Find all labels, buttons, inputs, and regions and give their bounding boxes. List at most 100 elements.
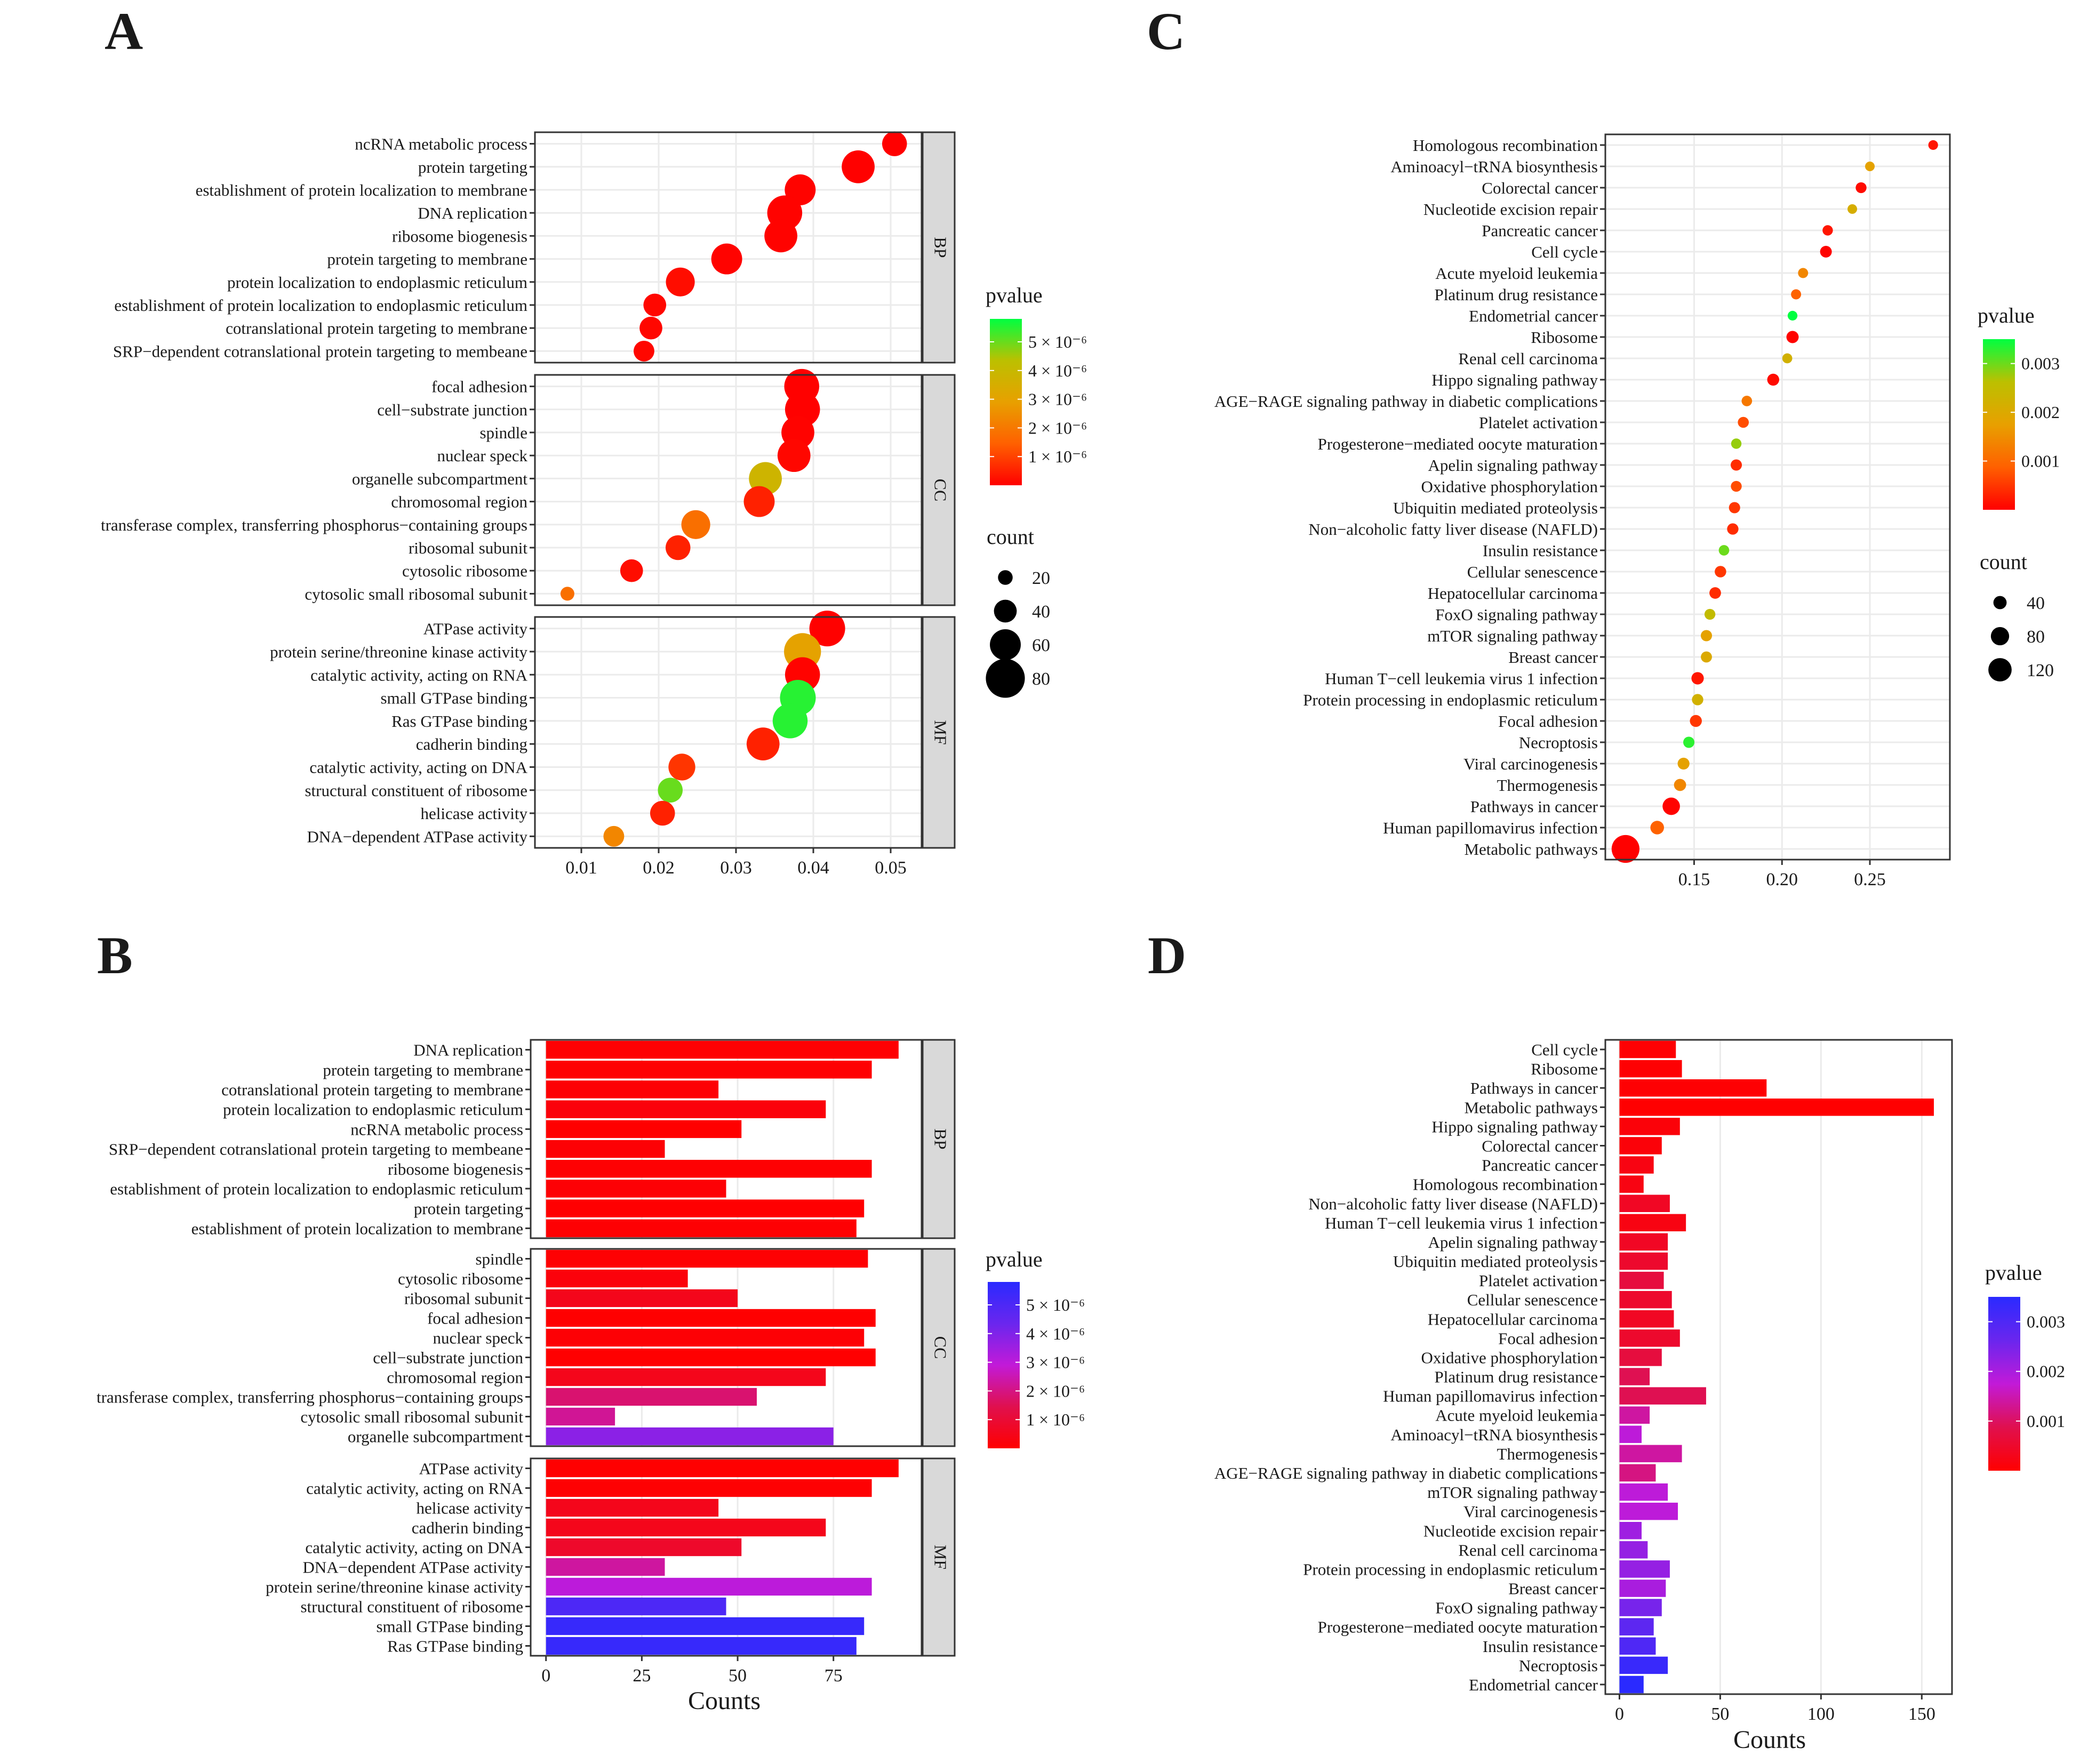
panel-d-y-tick-label: mTOR signaling pathway bbox=[1427, 1483, 1598, 1502]
panel-d-bar-oxidative-phosphorylation bbox=[1619, 1349, 1662, 1366]
panel-d-y-tick-label: Thermogenesis bbox=[1497, 1445, 1598, 1463]
panel-a-dot-chromosomal-region bbox=[743, 486, 775, 517]
panel-a-legend-colorbar bbox=[990, 319, 1022, 485]
panel-c-dot-renal-cell-carcinoma bbox=[1782, 353, 1793, 364]
panel-b-bar-organelle-subcompartment bbox=[546, 1427, 834, 1446]
panel-b-bar-ras-gtpase-binding bbox=[546, 1637, 857, 1655]
panel-d-y-tick-label: Non−alcoholic fatty liver disease (NAFLD… bbox=[1308, 1194, 1598, 1213]
panel-b-legend-label: 4 × 10⁻⁶ bbox=[1026, 1324, 1085, 1343]
panel-a-size-legend-label: 20 bbox=[1032, 568, 1050, 588]
panel-b-y-tick-label: cell−substrate junction bbox=[373, 1349, 523, 1367]
panel-c-y-tick-label: Hippo signaling pathway bbox=[1431, 371, 1598, 389]
panel-b-facet-strip-cc bbox=[922, 1248, 956, 1447]
panel-a-dot-dna-dependent-atpase-activity bbox=[603, 825, 625, 847]
panel-c-dot-human-papillomavirus-infection bbox=[1650, 821, 1665, 835]
panel-d-bar-nucleotide-excision-repair bbox=[1619, 1522, 1642, 1540]
panel-a-y-tick-label: DNA replication bbox=[418, 204, 527, 222]
panel-a-dot-protein-targeting-to-membrane bbox=[711, 243, 742, 275]
panel-b-bar-cotranslational-protein-targeting-to-membrane bbox=[546, 1080, 719, 1099]
panel-d-bar-metabolic-pathways bbox=[1619, 1099, 1934, 1116]
panel-c-y-tick-label: Human papillomavirus infection bbox=[1383, 819, 1598, 837]
panel-b-y-tick-label: cotranslational protein targeting to mem… bbox=[221, 1080, 523, 1099]
panel-b-bar-establishment-of-protein-localization-to-membrane bbox=[546, 1219, 857, 1238]
panel-d-bar-hippo-signaling-pathway bbox=[1619, 1118, 1680, 1135]
panel-c-dot-progesterone-mediated-oocyte-maturation bbox=[1731, 438, 1742, 449]
panel-c-dot-platinum-drug-resistance bbox=[1791, 289, 1802, 300]
panel-a-y-tick-label: ribosome biogenesis bbox=[392, 227, 527, 245]
panel-d-y-tick-label: AGE−RAGE signaling pathway in diabetic c… bbox=[1214, 1464, 1598, 1482]
panel-a-legend-label: 1 × 10⁻⁶ bbox=[1028, 447, 1087, 466]
panel-c-y-tick-label: Human T−cell leukemia virus 1 infection bbox=[1325, 669, 1598, 688]
panel-a-y-tick-label: catalytic activity, acting on DNA bbox=[309, 758, 527, 776]
panel-c-dot-thermogenesis bbox=[1674, 779, 1686, 791]
panel-a-y-tick-label: nuclear speck bbox=[437, 446, 527, 465]
panel-d-bar-endometrial-cancer bbox=[1619, 1675, 1644, 1694]
panel-d-bar-non-alcoholic-fatty-liver-disease-nafld bbox=[1619, 1194, 1670, 1212]
panel-b-y-tick-label: ATPase activity bbox=[419, 1460, 524, 1478]
panel-d-bar-foxo-signaling-pathway bbox=[1619, 1599, 1662, 1616]
panel-b-bar-structural-constituent-of-ribosome bbox=[546, 1597, 726, 1616]
panel-c-y-tick-label: Ubiquitin mediated proteolysis bbox=[1393, 499, 1598, 517]
panel-d-bar-homologous-recombination bbox=[1619, 1175, 1644, 1193]
panel-b-bar-cytosolic-ribosome bbox=[546, 1269, 688, 1288]
panel-c-dot-colorectal-cancer bbox=[1855, 182, 1867, 194]
panel-a-dot-ras-gtpase-binding bbox=[772, 703, 808, 739]
panel-d-legend-label: 0.001 bbox=[2027, 1412, 2065, 1431]
panel-a-legend-count-title: count bbox=[987, 525, 1034, 549]
panel-d-bar-platelet-activation bbox=[1619, 1271, 1664, 1289]
panel-b-x-tick-label: 0 bbox=[541, 1666, 550, 1686]
panel-b-y-tick-label: DNA replication bbox=[413, 1041, 523, 1060]
panel-a-y-tick-label: protein targeting to membrane bbox=[327, 250, 527, 269]
panel-d-y-tick-label: Viral carcinogenesis bbox=[1463, 1502, 1598, 1521]
panel-a-size-legend-label: 60 bbox=[1032, 636, 1050, 655]
panel-c-facet-main-background bbox=[1605, 134, 1950, 860]
panel-c-dot-pancreatic-cancer bbox=[1822, 225, 1833, 236]
panel-c-y-tick-label: mTOR signaling pathway bbox=[1427, 627, 1598, 645]
panel-d-bar-human-t-cell-leukemia-virus-1-infection bbox=[1619, 1214, 1686, 1232]
panel-d-y-tick-label: Ribosome bbox=[1531, 1060, 1598, 1078]
panel-d-y-tick-label: Metabolic pathways bbox=[1464, 1098, 1598, 1117]
panel-b-y-tick-label: protein targeting to membrane bbox=[323, 1061, 523, 1079]
panel-c-dot-apelin-signaling-pathway bbox=[1731, 459, 1742, 471]
panel-a-facet-strip-label-mf: MF bbox=[931, 720, 950, 744]
panel-b-bar-helicase-activity bbox=[546, 1498, 719, 1517]
panel-a-y-tick-label: organelle subcompartment bbox=[352, 469, 528, 488]
panel-a-dot-nuclear-speck bbox=[777, 439, 811, 472]
panel-c-dot-age-rage-signaling-pathway-in-diabetic-complications bbox=[1741, 396, 1753, 406]
panel-a-y-tick-label: ribosomal subunit bbox=[409, 539, 527, 557]
panel-c-dot-acute-myeloid-leukemia bbox=[1798, 268, 1809, 278]
panel-b-y-tick-label: Ras GTPase binding bbox=[387, 1637, 523, 1656]
panel-a-dot-catalytic-activity-acting-on-dna bbox=[668, 753, 695, 781]
panel-b-y-tick-label: chromosomal region bbox=[387, 1368, 523, 1387]
panel-d-y-tick-label: Renal cell carcinoma bbox=[1458, 1541, 1598, 1559]
panel-label-b: B bbox=[97, 926, 133, 985]
panel-b-y-tick-label: protein serine/threonine kinase activity bbox=[266, 1578, 523, 1597]
panel-c-dot-metabolic-pathways bbox=[1611, 835, 1640, 863]
panel-a-size-legend-dot bbox=[986, 659, 1025, 698]
panel-b-y-tick-label: transferase complex, transferring phosph… bbox=[97, 1388, 523, 1407]
panel-a-facet-strip-mf bbox=[922, 616, 956, 849]
panel-b-legend-label: 1 × 10⁻⁶ bbox=[1026, 1410, 1085, 1429]
panel-d-y-tick-label: Acute myeloid leukemia bbox=[1435, 1406, 1598, 1425]
panel-b-y-tick-label: cytosolic ribosome bbox=[398, 1270, 523, 1288]
panel-b-x-tick-label: 50 bbox=[729, 1666, 747, 1686]
panel-c-y-tick-label: Oxidative phosphorylation bbox=[1421, 477, 1598, 496]
panel-c-x-tick-label: 0.20 bbox=[1766, 870, 1798, 889]
panel-b-y-tick-label: protein localization to endoplasmic reti… bbox=[223, 1100, 523, 1119]
panel-a-y-tick-label: Ras GTPase binding bbox=[391, 712, 527, 731]
panel-d-y-tick-label: Platinum drug resistance bbox=[1435, 1368, 1598, 1386]
panel-b-y-tick-label: establishment of protein localization to… bbox=[110, 1180, 523, 1198]
panel-a-dotplot: ncRNA metabolic process protein targeting… bbox=[101, 131, 1087, 878]
panel-d-bar-colorectal-cancer bbox=[1619, 1137, 1662, 1154]
panel-b-facet-strip-label-mf: MF bbox=[931, 1545, 950, 1569]
panel-a-dot-ribosomal-subunit bbox=[665, 535, 691, 560]
panel-a-y-tick-label: transferase complex, transferring phosph… bbox=[101, 516, 527, 534]
panel-d-bar-platinum-drug-resistance bbox=[1619, 1368, 1650, 1385]
panel-c-size-legend-label: 80 bbox=[2027, 627, 2045, 647]
panel-a-facet-strip-bp bbox=[922, 131, 956, 364]
panel-a-y-tick-label: protein targeting bbox=[418, 158, 527, 177]
panel-d-bar-ribosome bbox=[1619, 1060, 1682, 1078]
panel-a-y-tick-label: helicase activity bbox=[420, 804, 527, 823]
panel-b-bar-cadherin-binding bbox=[546, 1518, 826, 1537]
panel-c-y-tick-label: Necroptosis bbox=[1519, 733, 1598, 752]
